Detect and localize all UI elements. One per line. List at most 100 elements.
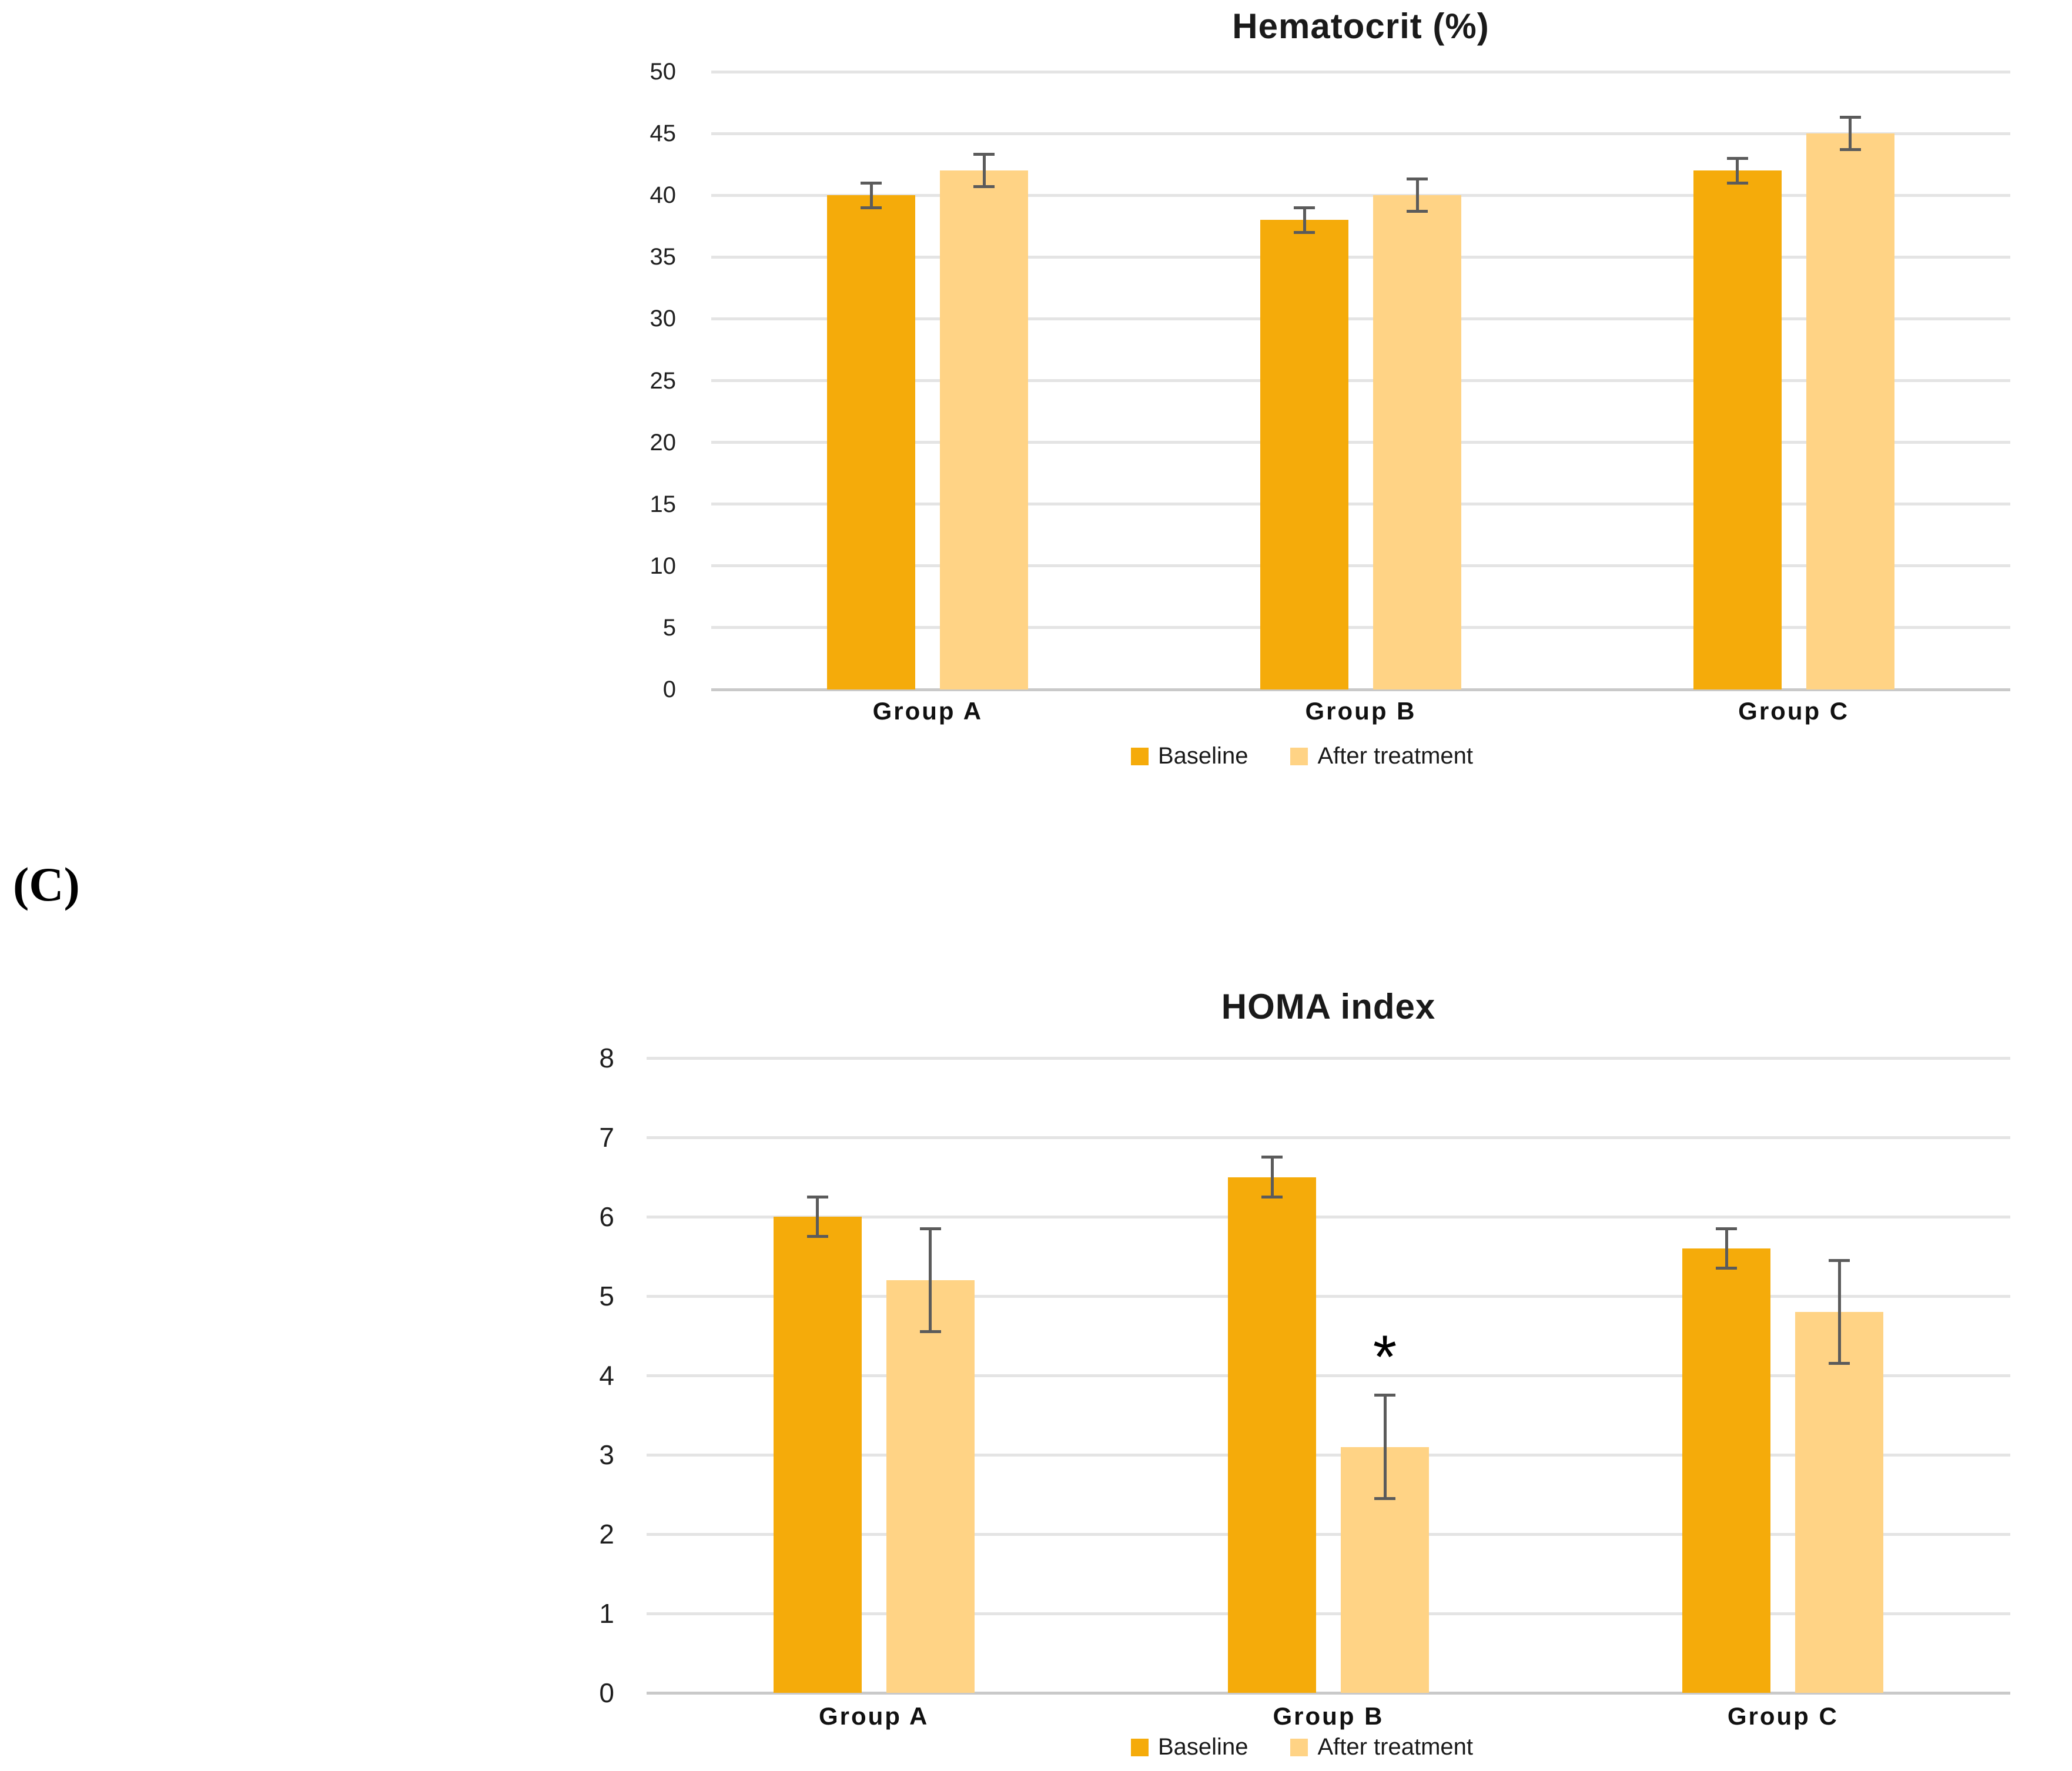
gridline-0: [647, 1691, 2010, 1695]
y-axis-tick-1: 1: [599, 1598, 614, 1629]
gridline-0: [711, 688, 2010, 691]
y-axis-tick-6: 6: [599, 1201, 614, 1232]
error-bar-line: [816, 1197, 819, 1237]
error-bar-cap-bottom: [861, 206, 882, 209]
bar-group-b-after-treatment: [1341, 1447, 1429, 1693]
error-bar-cap-top: [1407, 178, 1428, 181]
error-bar-line: [1837, 1260, 1841, 1364]
legend-swatch-icon: [1131, 1738, 1149, 1756]
gridline-35: [711, 255, 2010, 259]
x-axis-label-group-a: Group A: [818, 1702, 929, 1730]
gridline-7: [647, 1136, 2010, 1139]
error-bar-line: [1415, 179, 1419, 212]
error-bar-cap-bottom: [1374, 1497, 1395, 1500]
hematocrit-legend: Baseline After treatment: [588, 743, 2016, 769]
y-axis-tick-7: 7: [599, 1122, 614, 1153]
bar-group-b-baseline: [1260, 220, 1348, 689]
x-axis-label-group-b: Group B: [1305, 697, 1417, 725]
bar-group-b-baseline: [1228, 1177, 1316, 1693]
y-axis-tick-50: 50: [650, 59, 677, 85]
bar-group-b-after-treatment: [1373, 195, 1461, 689]
error-bar-cap-top: [919, 1227, 941, 1230]
error-bar-cap-bottom: [973, 185, 995, 188]
error-bar-cap-top: [861, 181, 882, 185]
error-bar-cap-bottom: [1407, 210, 1428, 213]
y-axis-tick-3: 3: [599, 1439, 614, 1470]
legend-item-after-treatment: After treatment: [1290, 1734, 1473, 1760]
bar-group-a-baseline: [773, 1217, 862, 1693]
error-bar-line: [1270, 1157, 1274, 1197]
gridline-30: [711, 317, 2010, 320]
error-bar-line: [1849, 117, 1852, 150]
bar-group-a-after-treatment: [940, 170, 1029, 689]
legend-label: Baseline: [1158, 743, 1248, 769]
y-axis-tick-2: 2: [599, 1519, 614, 1549]
legend-item-baseline: Baseline: [1131, 743, 1248, 769]
y-axis-tick-45: 45: [650, 120, 677, 147]
y-axis-tick-0: 0: [599, 1678, 614, 1708]
error-bar-cap-bottom: [1261, 1195, 1283, 1198]
bar-group-c-baseline: [1682, 1248, 1771, 1693]
gridline-10: [711, 564, 2010, 568]
x-axis-label-group-c: Group C: [1738, 697, 1850, 725]
bar-group-c-after-treatment: [1806, 133, 1894, 689]
error-bar-cap-bottom: [919, 1330, 941, 1334]
significance-asterisk: *: [1373, 1323, 1397, 1391]
gridline-3: [647, 1453, 2010, 1457]
gridline-20: [711, 441, 2010, 444]
error-bar-cap-bottom: [1829, 1362, 1850, 1365]
y-axis-tick-25: 25: [650, 367, 677, 394]
gridline-15: [711, 503, 2010, 506]
error-bar-line: [982, 154, 986, 187]
gridline-1: [647, 1612, 2010, 1615]
legend-swatch-icon: [1290, 1738, 1308, 1756]
legend-label: After treatment: [1317, 1734, 1473, 1760]
y-axis-tick-15: 15: [650, 491, 677, 517]
error-bar-cap-bottom: [1294, 230, 1315, 234]
y-axis-tick-4: 4: [599, 1360, 614, 1391]
error-bar-cap-top: [973, 153, 995, 156]
y-axis-tick-35: 35: [650, 244, 677, 270]
x-axis-label-group-a: Group A: [872, 697, 983, 725]
error-bar-cap-top: [1829, 1258, 1850, 1262]
bar-group-c-after-treatment: [1795, 1312, 1884, 1693]
error-bar-line: [869, 183, 873, 208]
x-axis-label-group-c: Group C: [1727, 1702, 1839, 1730]
gridline-8: [647, 1056, 2010, 1060]
error-bar-cap-bottom: [1716, 1267, 1738, 1270]
y-axis-tick-10: 10: [650, 553, 677, 579]
gridline-6: [647, 1215, 2010, 1218]
error-bar-cap-top: [1294, 206, 1315, 209]
y-axis-tick-5: 5: [662, 614, 676, 641]
bar-group-c-baseline: [1693, 170, 1782, 689]
gridline-2: [647, 1532, 2010, 1536]
error-bar-cap-top: [806, 1195, 828, 1198]
error-bar-cap-top: [1716, 1227, 1738, 1230]
gridline-5: [647, 1294, 2010, 1298]
error-bar-cap-bottom: [1839, 148, 1861, 151]
legend-swatch-icon: [1290, 747, 1308, 765]
legend-item-after-treatment: After treatment: [1290, 743, 1473, 769]
hematocrit-chart-title: Hematocrit (%): [1232, 6, 1489, 46]
y-axis-tick-0: 0: [662, 677, 676, 702]
bar-group-a-after-treatment: [886, 1280, 975, 1693]
legend-item-baseline: Baseline: [1131, 1734, 1248, 1760]
error-bar-line: [1303, 207, 1306, 233]
gridline-5: [711, 626, 2010, 630]
error-bar-line: [1736, 158, 1739, 183]
gridline-40: [711, 193, 2010, 197]
legend-label: Baseline: [1158, 1734, 1248, 1760]
error-bar-line: [1725, 1228, 1728, 1268]
x-axis-label-group-b: Group B: [1273, 1702, 1384, 1730]
error-bar-cap-top: [1374, 1394, 1395, 1397]
error-bar-cap-top: [1839, 116, 1861, 119]
y-axis-tick-20: 20: [650, 429, 677, 456]
error-bar-cap-bottom: [1726, 181, 1748, 185]
homa-legend: Baseline After treatment: [588, 1734, 2016, 1760]
error-bar-cap-top: [1726, 156, 1748, 160]
gridline-45: [711, 132, 2010, 135]
error-bar-line: [929, 1228, 932, 1332]
